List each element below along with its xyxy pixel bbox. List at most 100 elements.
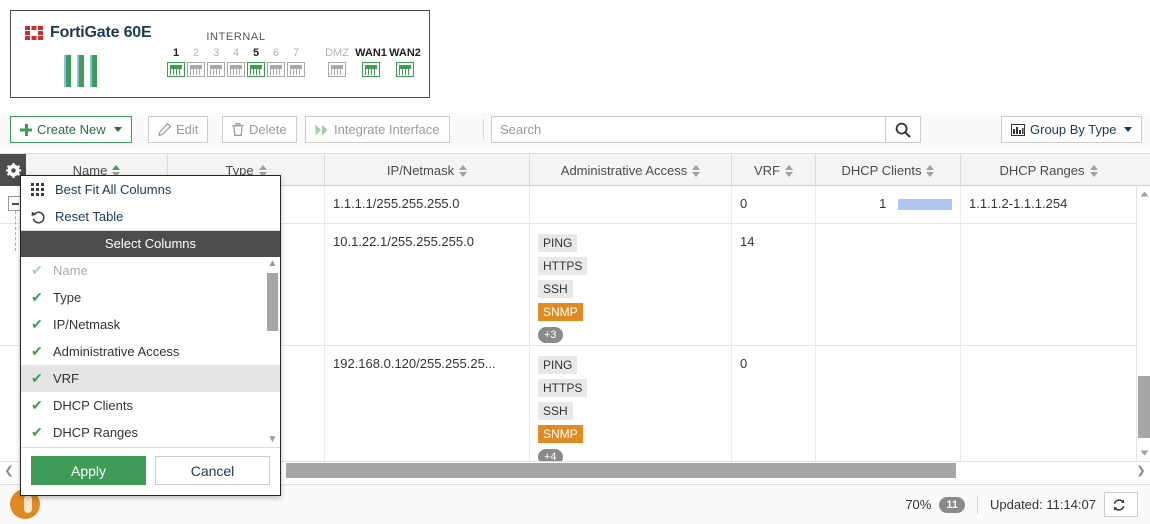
column-header-vrf[interactable]: VRF: [732, 154, 816, 187]
port-label: 6: [272, 47, 280, 59]
port-2[interactable]: 2: [186, 46, 206, 77]
apply-button[interactable]: Apply: [31, 456, 146, 485]
port-dmz[interactable]: DMZ: [320, 46, 354, 77]
edit-button[interactable]: Edit: [148, 116, 209, 143]
port-7[interactable]: 7: [286, 46, 306, 77]
column-option-label: Type: [53, 290, 82, 305]
search-button[interactable]: [885, 116, 921, 143]
scroll-down-arrow-icon[interactable]: [1137, 445, 1150, 461]
column-option-vrf[interactable]: ✔ VRF: [21, 365, 280, 392]
rj45-icon: [247, 62, 265, 77]
port-label: 4: [232, 47, 240, 59]
search-input[interactable]: [491, 116, 885, 143]
column-option-administrative-access[interactable]: ✔ Administrative Access: [21, 338, 280, 365]
double-chevron-right-icon: [315, 124, 328, 135]
device-model-label: FortiGate 60E: [50, 24, 152, 41]
edit-label: Edit: [176, 122, 199, 137]
refresh-button[interactable]: [1104, 492, 1138, 517]
column-header-dhcp-ranges[interactable]: DHCP Ranges: [961, 154, 1136, 187]
updated-timestamp: Updated: 11:14:07: [989, 497, 1096, 512]
plus-icon: [20, 123, 32, 136]
group-by-type-button[interactable]: Group By Type: [1001, 116, 1143, 143]
cell-administrative-access: [530, 186, 732, 223]
create-new-button[interactable]: Create New: [10, 116, 132, 143]
check-icon: ✔: [31, 316, 43, 332]
column-option-dhcp-ranges[interactable]: ✔ DHCP Ranges: [21, 419, 280, 446]
port-1[interactable]: 1: [166, 46, 186, 77]
port-wan2[interactable]: WAN2: [388, 46, 422, 77]
scroll-right-arrow-icon[interactable]: ❯: [1136, 465, 1146, 477]
menu-vertical-scrollbar[interactable]: ▲ ▼: [267, 257, 278, 447]
group-by-icon: [1011, 123, 1025, 136]
sort-indicator-icon[interactable]: [785, 164, 793, 177]
delete-button[interactable]: Delete: [222, 116, 297, 143]
sort-indicator-icon[interactable]: [112, 164, 121, 177]
sort-indicator-icon[interactable]: [692, 164, 701, 177]
port-label: DMZ: [325, 47, 349, 59]
gear-icon: [5, 163, 21, 178]
column-options-list: ✔ Name ✔ Type ✔ IP/Netmask ✔ Administrat…: [21, 257, 280, 447]
vertical-scrollbar-thumb[interactable]: [1138, 376, 1150, 438]
cell-dhcp-clients: 1: [816, 186, 961, 223]
device-led-bars: [64, 55, 97, 87]
item-count-badge: 11: [939, 496, 965, 513]
horizontal-scrollbar-thumb[interactable]: [286, 463, 956, 478]
column-header-type[interactable]: Type: [168, 154, 325, 187]
port-6[interactable]: 6: [266, 46, 286, 77]
column-header-ip-netmask[interactable]: IP/Netmask: [325, 154, 530, 187]
internal-group-label: INTERNAL: [206, 31, 266, 43]
column-header-administrative-access[interactable]: Administrative Access: [530, 154, 732, 187]
rj45-icon: [227, 62, 245, 77]
chevron-down-icon: [113, 127, 122, 132]
column-header-name[interactable]: Name: [26, 154, 168, 187]
column-header-label: Name: [72, 163, 108, 178]
access-overflow-badge[interactable]: +3: [538, 327, 563, 343]
sort-indicator-icon[interactable]: [1089, 164, 1098, 177]
column-option-dhcp-clients[interactable]: ✔ DHCP Clients: [21, 392, 280, 419]
column-option-ref[interactable]: ✔ Ref: [21, 446, 280, 447]
led-bar: [64, 55, 71, 87]
column-header-dhcp-clients[interactable]: DHCP Clients: [816, 154, 961, 187]
rj45-icon: [287, 62, 305, 77]
port-4[interactable]: 4: [226, 46, 246, 77]
menu-scroll-down-arrow-icon[interactable]: ▼: [267, 434, 278, 445]
cell-ip-netmask: 1.1.1.1/255.255.255.0: [325, 186, 530, 223]
cell-dhcp-ranges: [961, 346, 1136, 467]
menu-item-reset-table[interactable]: Reset Table: [21, 203, 280, 230]
create-new-label: Create New: [37, 122, 106, 137]
table-horizontal-scrollbar[interactable]: ❮ ❯: [0, 461, 1150, 478]
column-option-type[interactable]: ✔ Type: [21, 284, 280, 311]
access-tag: PING: [538, 356, 578, 374]
port-3[interactable]: 3: [206, 46, 226, 77]
pencil-icon: [158, 123, 171, 136]
table-vertical-scrollbar[interactable]: [1136, 186, 1150, 461]
group-by-type-label: Group By Type: [1030, 122, 1117, 137]
sort-indicator-icon[interactable]: [459, 164, 468, 177]
check-icon: ✔: [31, 397, 43, 413]
scroll-left-arrow-icon[interactable]: ❮: [4, 465, 14, 477]
sort-indicator-icon[interactable]: [926, 164, 935, 177]
access-tag-snmp: SNMP: [538, 425, 583, 443]
access-tag: SSH: [538, 402, 573, 420]
sort-indicator-icon[interactable]: [258, 164, 267, 177]
column-option-name[interactable]: ✔ Name: [21, 257, 280, 284]
port-5[interactable]: 5: [246, 46, 266, 77]
ports-row: 1 2 3 4 5: [166, 46, 422, 77]
port-label: 1: [172, 47, 180, 59]
menu-scrollbar-thumb[interactable]: [267, 273, 278, 331]
integrate-interface-button[interactable]: Integrate Interface: [305, 116, 450, 143]
menu-item-label: Reset Table: [55, 209, 124, 224]
column-option-ip-netmask[interactable]: ✔ IP/Netmask: [21, 311, 280, 338]
rj45-icon: [328, 62, 346, 77]
scroll-up-arrow-icon[interactable]: [1137, 186, 1150, 202]
cell-vrf: 0: [732, 186, 816, 223]
port-label: 5: [252, 47, 260, 59]
menu-item-best-fit[interactable]: Best Fit All Columns: [21, 176, 280, 203]
led-bar: [77, 55, 84, 87]
cell-administrative-access: PING HTTPS SSH SNMP +4: [530, 346, 732, 467]
port-wan1[interactable]: WAN1: [354, 46, 388, 77]
rj45-icon: [207, 62, 225, 77]
access-tag-snmp: SNMP: [538, 303, 583, 321]
cancel-button[interactable]: Cancel: [155, 456, 270, 485]
menu-scroll-up-arrow-icon[interactable]: ▲: [267, 258, 278, 269]
